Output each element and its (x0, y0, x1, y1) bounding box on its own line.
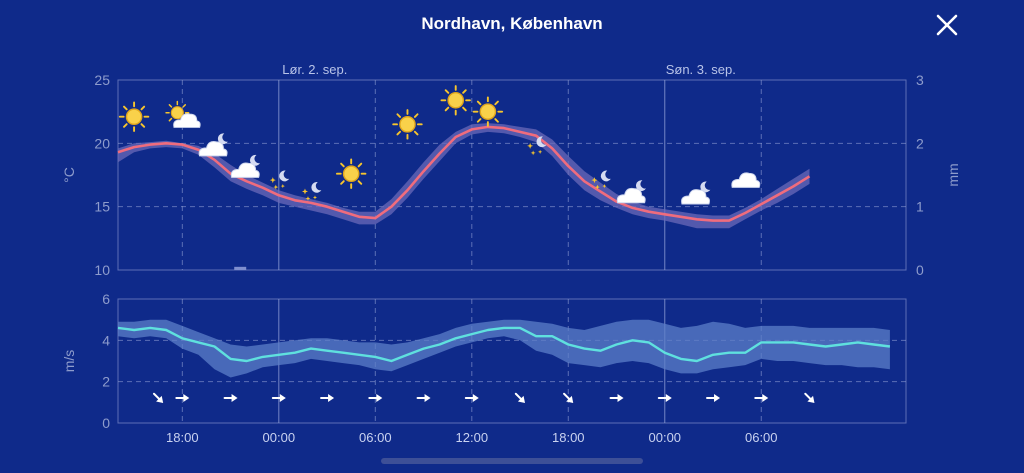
arrow-head (376, 394, 383, 402)
moon-glyph (600, 170, 611, 182)
wind-tick-label: 4 (102, 332, 110, 348)
arrow-east-icon (706, 394, 721, 402)
star-glyph (280, 183, 285, 189)
moon-glyph (279, 170, 290, 182)
partly-cloudy-day-icon (165, 100, 201, 128)
temp-tick-label: 20 (94, 135, 110, 151)
arrow-head (424, 394, 431, 402)
arrow-east-icon (175, 394, 190, 402)
sun-icon (335, 158, 367, 189)
temp-axis-label: °C (61, 167, 77, 183)
precip-axis-label: mm (945, 163, 961, 186)
star-glyph (530, 150, 536, 156)
temp-range-band (118, 123, 810, 229)
arrow-head (231, 394, 238, 402)
cloud-moon-icon (230, 154, 261, 178)
arrow-head (617, 394, 624, 402)
precip-tick-label: 1 (916, 199, 924, 215)
sun-glyph (335, 158, 367, 189)
arrow-east-icon (320, 394, 335, 402)
day-label: Lør. 2. sep. (282, 62, 347, 77)
arrow-southeast-icon (563, 392, 574, 403)
sun-icon (440, 85, 471, 116)
arrow-head (472, 394, 479, 402)
wind-plot-frame (117, 298, 907, 424)
arrow-southeast-icon (514, 392, 525, 403)
temperature-panel: 10 15 20 25 0 1 2 3 °C mm Lør. 2. sep. Søn. 3. sep. (61, 62, 961, 278)
close-icon[interactable] (934, 12, 960, 38)
cloud-glyph (731, 172, 761, 188)
arrow-east-icon (223, 394, 238, 402)
time-tick-label: 18:00 (166, 430, 199, 445)
arrow-east-icon (609, 394, 624, 402)
wind-tick-label: 2 (102, 374, 110, 390)
home-indicator[interactable] (381, 458, 643, 464)
precip-bar (234, 266, 247, 270)
wind-line (117, 326, 891, 363)
arrow-east-icon (416, 394, 431, 402)
wind-axis-label: m/s (61, 350, 77, 373)
star-glyph (312, 195, 318, 200)
sun-glyph (472, 96, 504, 127)
sun-glyph (440, 85, 471, 116)
arrow-east-icon (271, 394, 286, 402)
sun-icon (118, 101, 150, 132)
arrow-head (156, 395, 164, 403)
star-glyph (301, 188, 308, 195)
arrow-head (665, 394, 672, 402)
wind-panel: 0 2 4 6 m/s 18:00 00:00 06:00 12:00 18:00 00:00 06:… (61, 291, 907, 445)
clear-night-icon (269, 170, 290, 190)
sun-glyph (392, 109, 423, 140)
star-glyph (269, 177, 276, 184)
arrow-head (807, 395, 815, 403)
cloud-icon (731, 172, 761, 188)
time-tick-label: 00:00 (649, 430, 682, 445)
arrow-east-icon (368, 394, 383, 402)
arrow-head (328, 394, 335, 402)
time-tick-label: 06:00 (745, 430, 778, 445)
temp-tick-label: 15 (94, 199, 110, 215)
precip-tick-label: 2 (916, 135, 924, 151)
arrow-east-icon (754, 394, 769, 402)
arrow-southeast-icon (152, 392, 164, 403)
arrow-head (714, 394, 721, 402)
arrow-southeast-icon (804, 392, 815, 403)
arrow-east-icon (657, 394, 672, 402)
time-tick-label: 00:00 (263, 430, 296, 445)
day-label: Søn. 3. sep. (666, 62, 736, 77)
precip-tick-label: 3 (916, 72, 924, 88)
time-tick-label: 18:00 (552, 430, 585, 445)
page-title: Nordhavn, København (421, 14, 603, 33)
arrow-east-icon (464, 394, 479, 402)
sun-icon (392, 109, 423, 140)
arrow-head (183, 394, 190, 402)
cloud-moon-icon (616, 180, 647, 204)
wind-tick-label: 6 (102, 291, 110, 307)
arrow-head (517, 395, 525, 403)
precip-tick-label: 0 (916, 262, 924, 278)
cloud-moon-icon (198, 133, 228, 157)
sun-icon (472, 96, 504, 127)
temp-tick-label: 25 (94, 72, 110, 88)
time-tick-label: 06:00 (359, 430, 392, 445)
temp-tick-label: 10 (94, 262, 110, 278)
sun-glyph (118, 101, 150, 132)
star-glyph (538, 149, 543, 154)
temp-plot-frame (117, 79, 907, 271)
moon-glyph (311, 181, 322, 193)
arrow-head (762, 394, 769, 402)
arrow-head (566, 395, 574, 403)
wind-tick-label: 0 (102, 415, 110, 431)
time-tick-label: 12:00 (456, 430, 489, 445)
cloud-moon-icon (681, 181, 711, 205)
wind-range-band (118, 319, 890, 378)
arrow-head (279, 394, 286, 402)
